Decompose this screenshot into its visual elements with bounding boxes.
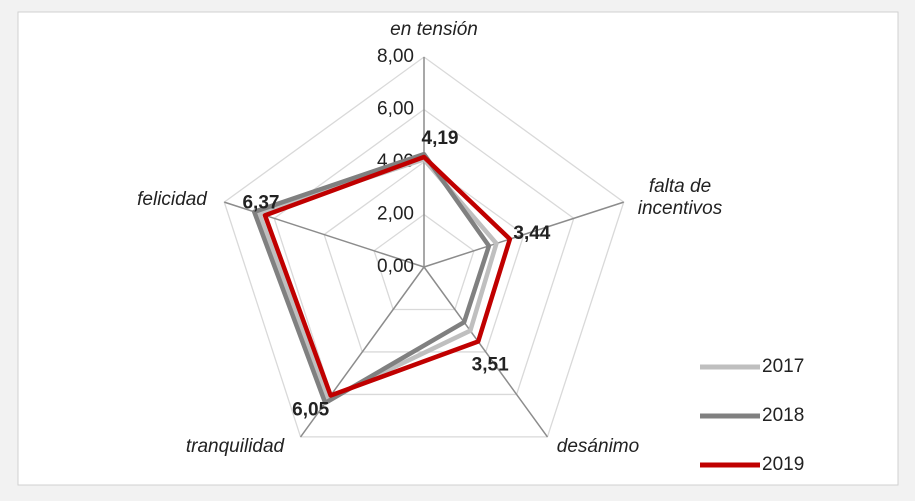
- data-label: 6,05: [292, 399, 329, 420]
- data-label: 3,51: [472, 355, 509, 376]
- axis-line: [423, 266, 549, 438]
- series-line: [251, 151, 492, 406]
- y-tick-label: 6,00: [377, 99, 414, 120]
- y-tick-label: 8,00: [377, 46, 414, 67]
- legend-label: 2017: [762, 356, 804, 377]
- axis-category-label: tranquilidad: [185, 436, 285, 457]
- axis-line: [423, 201, 624, 268]
- axis-category-label: desánimo: [556, 436, 640, 457]
- grid-line: [373, 213, 475, 311]
- grid-line: [223, 56, 625, 438]
- data-label: 4,19: [422, 128, 459, 149]
- legend-label: 2019: [762, 454, 804, 475]
- y-tick-label: 0,00: [377, 256, 414, 277]
- axis-category-label: falta de incentivos: [637, 176, 723, 219]
- plot-panel: [17, 11, 899, 486]
- axis-line: [299, 266, 425, 438]
- axis-category-label: felicidad: [137, 189, 207, 210]
- data-label: 3,44: [513, 223, 550, 244]
- data-label: 6,37: [242, 192, 279, 213]
- axis-category-label: en tensión: [390, 19, 478, 40]
- y-tick-label: 2,00: [377, 204, 414, 225]
- legend-label: 2018: [762, 405, 804, 426]
- series-line: [262, 154, 513, 398]
- series-line: [256, 157, 499, 401]
